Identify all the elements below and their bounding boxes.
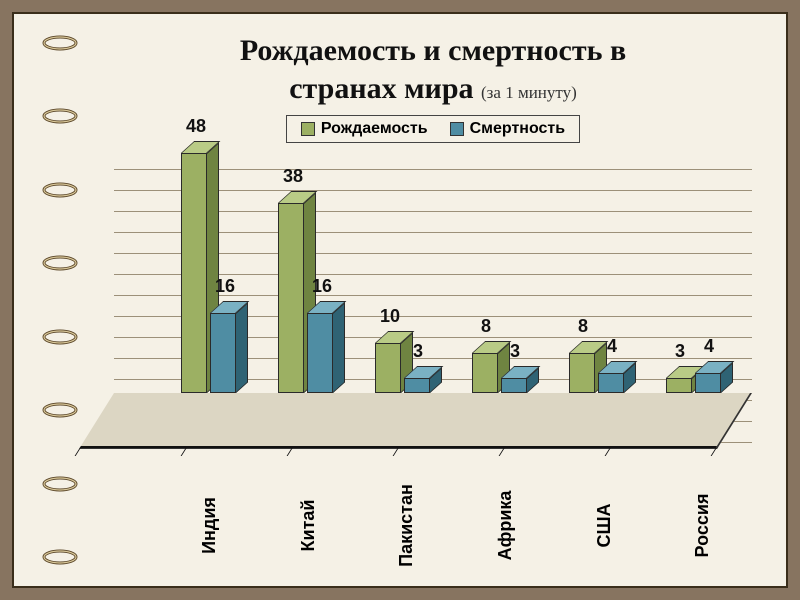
bar: 3 [666,378,692,393]
bar: 10 [375,343,401,393]
chart-title: Рождаемость и смертность в странах мира … [104,32,762,107]
bar-groups: 48 16 38 16 10 3 8 3 8 [160,149,742,393]
category-label: США [594,476,615,575]
slide-frame: Рождаемость и смертность в странах мира … [12,12,788,588]
legend-swatch-deaths [450,122,464,136]
bar: 3 [404,378,430,393]
legend: Рождаемость Смертность [286,115,580,143]
category-label: Пакистан [396,476,417,575]
bar-group: 3 4 [645,373,742,393]
bar-group: 8 3 [451,353,548,393]
legend-item-deaths: Смертность [450,120,565,138]
bar-group: 10 3 [354,343,451,393]
chart-area: 48 16 38 16 10 3 8 3 8 [114,149,752,449]
category-label: Россия [692,476,713,575]
title-line-1: Рождаемость и смертность в [240,34,626,67]
bar: 16 [307,313,333,393]
bar: 3 [501,378,527,393]
legend-item-births: Рождаемость [301,120,428,138]
bar: 48 [181,153,207,393]
bar: 8 [569,353,595,393]
bar: 16 [210,313,236,393]
slide-content: Рождаемость и смертность в странах мира … [104,32,762,568]
axis-ticks [80,446,717,448]
legend-swatch-births [301,122,315,136]
binder-rings [42,34,82,566]
bar-group: 48 16 [160,153,257,393]
bar: 38 [278,203,304,393]
chart-floor [79,393,752,449]
title-line-2: странах мира [289,72,473,105]
bar: 8 [472,353,498,393]
bar-group: 38 16 [257,203,354,393]
category-label: Индия [199,476,220,575]
bar-group: 8 4 [548,353,645,393]
legend-label-deaths: Смертность [470,120,565,138]
bar: 4 [598,373,624,393]
legend-label-births: Рождаемость [321,120,428,138]
category-labels: ИндияКитайПакистанАфрикаСШАРоссия [160,515,752,536]
category-label: Китай [298,476,319,575]
category-label: Африка [495,476,516,575]
title-subtitle: (за 1 минуту) [481,83,577,102]
bar: 4 [695,373,721,393]
